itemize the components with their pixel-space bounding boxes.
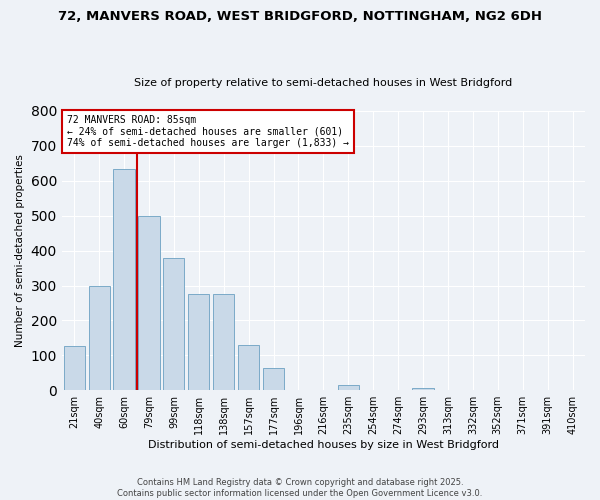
Bar (64, 346, 85, 390)
Title: Size of property relative to semi-detached houses in West Bridgford: Size of property relative to semi-detach… (134, 78, 512, 88)
Text: 72, MANVERS ROAD, WEST BRIDGFORD, NOTTINGHAM, NG2 6DH: 72, MANVERS ROAD, WEST BRIDGFORD, NOTTIN… (58, 10, 542, 23)
Bar (139, 216, 160, 390)
Bar (163, 258, 184, 390)
Bar (263, 368, 284, 390)
Bar (113, 168, 134, 390)
Bar (89, 286, 110, 390)
Bar (213, 294, 235, 390)
Bar (412, 388, 434, 390)
Text: Contains HM Land Registry data © Crown copyright and database right 2025.
Contai: Contains HM Land Registry data © Crown c… (118, 478, 482, 498)
X-axis label: Distribution of semi-detached houses by size in West Bridgford: Distribution of semi-detached houses by … (148, 440, 499, 450)
Bar (238, 345, 259, 390)
Bar (338, 385, 359, 390)
Y-axis label: Number of semi-detached properties: Number of semi-detached properties (15, 154, 25, 347)
Text: 72 MANVERS ROAD: 85sqm
← 24% of semi-detached houses are smaller (601)
74% of se: 72 MANVERS ROAD: 85sqm ← 24% of semi-det… (67, 115, 349, 148)
Bar (188, 294, 209, 390)
